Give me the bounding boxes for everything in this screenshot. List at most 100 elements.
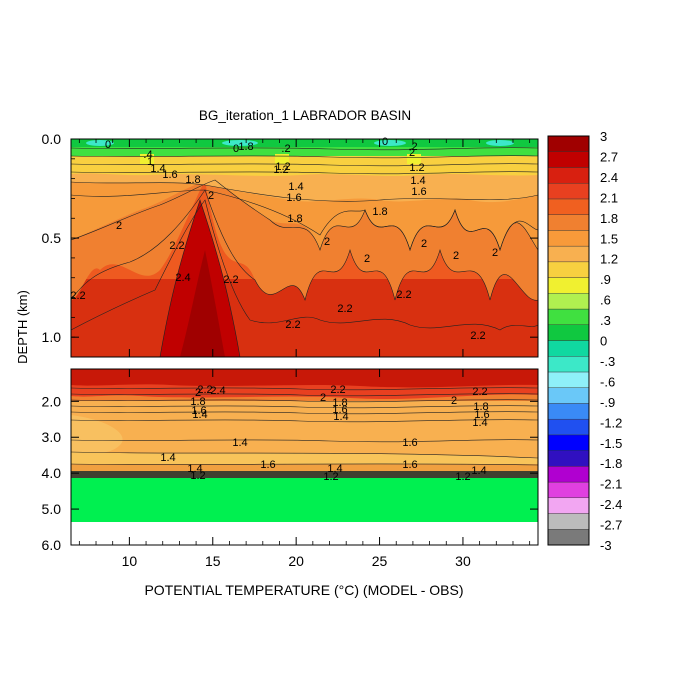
contour-label: 1.6 (402, 459, 417, 471)
colorbar-label: -2.4 (600, 497, 622, 512)
contour-label: 1.4 (232, 437, 247, 449)
colorbar-swatch (547, 418, 590, 436)
colorbar-swatch (547, 277, 590, 294)
colorbar-label: 0 (600, 334, 607, 349)
y-tick-label: 5.0 (42, 501, 62, 517)
contour-label: 1.6 (162, 169, 177, 181)
colorbar-label: -1.2 (600, 415, 622, 430)
lower-contour-labels: 2 22 2.2 2.22.22.41.8 1.8 1.81.6 1.6 1.61.4 1.4 1… (160, 384, 489, 483)
colorbar-label: 2.7 (600, 149, 618, 164)
colorbar-label: .6 (600, 293, 611, 308)
colorbar-swatch (547, 371, 590, 388)
x-tick-label: 30 (455, 553, 471, 569)
contour-label: 0 (382, 136, 388, 148)
contour-label: .2 (408, 141, 417, 153)
colorbar-swatch (547, 529, 590, 546)
contour-label: 1.4 (150, 163, 165, 175)
contour-label: 2.2 (337, 303, 352, 315)
y-tick-label: 4.0 (42, 465, 62, 481)
contour-label: 1.4 (327, 463, 342, 475)
colorbar-swatch (547, 324, 590, 341)
contour-label: 2.2 (223, 274, 238, 286)
contour-label: 2 (116, 220, 122, 232)
colorbar-swatch (547, 135, 590, 152)
y-tick-label: 1.0 (42, 329, 62, 345)
lower-contour-lines (71, 387, 538, 466)
contour-label: 0 (105, 139, 111, 151)
colorbar-swatch (547, 450, 590, 467)
contour-label: 1.2 (273, 164, 288, 176)
colorbar-label: -2.1 (600, 477, 622, 492)
upper-contour-labels: 000.2.2.41 1.21.2 1.21.4 1.41.41.6 1.61.6 1.8… (70, 136, 498, 342)
y-tick-label: 0.0 (42, 131, 62, 147)
upper-panel: 000.2.2.41 1.21.2 1.21.4 1.41.41.6 1.61.6 1.8… (42, 131, 539, 358)
lower-y-axis: 2.0 3.0 4.0 5.0 6.0 (42, 393, 538, 553)
colorbar-swatch (547, 230, 590, 247)
contour-label: 1.2 (455, 471, 470, 483)
x-axis: 10 15 20 25 30 (78, 139, 531, 569)
contour-label: 2.2 (70, 290, 85, 302)
x-tick-label: 15 (205, 553, 221, 569)
contour-label: 1.2 (323, 471, 338, 483)
contour-label: 2 (320, 392, 326, 404)
upper-field (71, 139, 538, 357)
contour-label: 1.8 (190, 396, 205, 408)
colorbar-swatch (547, 214, 590, 231)
contour-label: 1.2 (275, 161, 290, 173)
contour-label: 1.4 (333, 411, 348, 423)
colorbar-swatch (547, 481, 590, 499)
y-axis-label: DEPTH (km) (15, 290, 30, 364)
colorbar-label: 2.4 (600, 170, 618, 185)
contour-label: 1.8 (372, 206, 387, 218)
colorbar-label: -.3 (600, 354, 615, 369)
contour-label: 1.6 (260, 459, 275, 471)
contour-label: 1.4 (192, 409, 207, 421)
contour-label: 1.6 (191, 405, 206, 417)
colorbar-label: -.6 (600, 374, 615, 389)
contour-label: 1.2 (190, 470, 205, 482)
contour-label: 2.2 (470, 330, 485, 342)
contour-label: 1.8 (238, 141, 253, 153)
x-tick-label: 20 (288, 553, 304, 569)
contour-label: 2 (364, 253, 370, 265)
contour-label: 2 (208, 190, 214, 202)
colorbar-swatch (547, 245, 590, 263)
colorbar-swatch (547, 198, 590, 215)
lower-panel-frame (70, 368, 539, 546)
lower-field (71, 369, 538, 545)
contour-label: 2.2 (197, 384, 212, 396)
colorbar-swatch (547, 356, 590, 373)
colorbar-label: 1.8 (600, 211, 618, 226)
contour-label: 1.6 (402, 437, 417, 449)
contour-label: 2.4 (175, 272, 190, 284)
contour-label: 2.2 (169, 240, 184, 252)
colorbar-label: 3 (600, 129, 607, 144)
upper-contour-lines (71, 147, 538, 357)
y-tick-label: 0.5 (42, 230, 62, 246)
colorbar-label: .9 (600, 272, 611, 287)
colorbar-swatch (547, 387, 590, 404)
colorbar-swatch (547, 513, 590, 530)
contour-label: 1 (147, 156, 153, 168)
x-tick-label: 10 (122, 553, 138, 569)
contour-label: 1.6 (474, 409, 489, 421)
contour-label: 2 (453, 250, 459, 262)
lower-panel: 2 22 2.2 2.22.22.41.8 1.8 1.81.6 1.6 1.61.4 1.4 1… (42, 368, 539, 553)
x-axis-label: POTENTIAL TEMPERATURE (°C) (MODEL - OBS) (144, 582, 463, 598)
contour-label: 1.8 (332, 397, 347, 409)
contour-label: .4 (143, 149, 152, 161)
colorbar-label: -1.8 (600, 456, 622, 471)
colorbar-swatch (547, 340, 590, 357)
contour-label: 1.4 (288, 181, 303, 193)
contour-label: 2 (324, 236, 330, 248)
colorbar-swatch (547, 182, 590, 200)
contour-label: 1.4 (187, 463, 202, 475)
contour-label: 1.6 (411, 186, 426, 198)
contour-label: 1.2 (409, 162, 424, 174)
contour-label: 1.4 (410, 175, 425, 187)
contour-label: 0 (233, 143, 239, 155)
contour-label: 2 (451, 395, 457, 407)
x-tick-label: 25 (372, 553, 388, 569)
contour-label: 2.4 (210, 385, 225, 397)
